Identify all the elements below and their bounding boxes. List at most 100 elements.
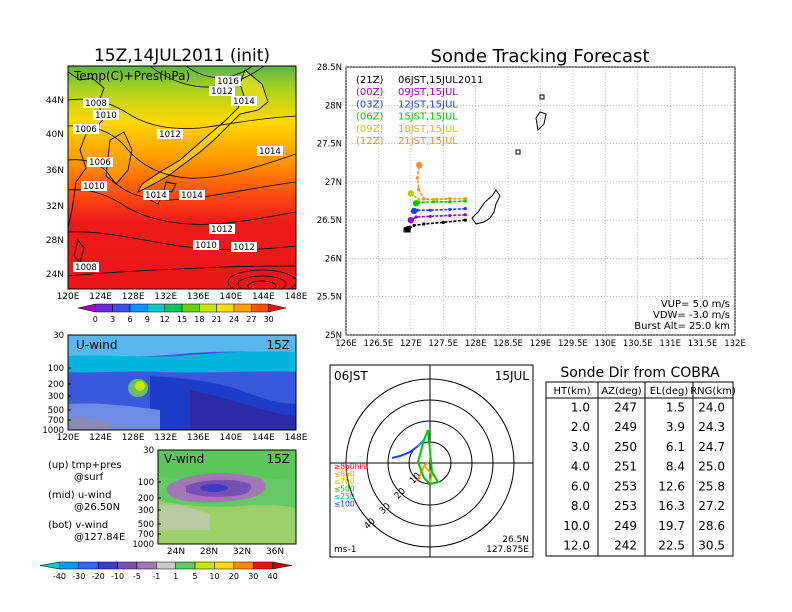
colorbar-tick-label: 0 — [93, 315, 98, 324]
panel-notes: (up) tmp+pres@surf (mid) u-wind@26.50N (bo… — [48, 460, 125, 543]
colorbar-swatch — [95, 303, 113, 313]
tracking-paths — [404, 161, 467, 233]
tracking-lon-tick: 127.5E — [428, 339, 458, 349]
isobar-label: 1012 — [209, 224, 235, 235]
vwind-y-tick: 30 — [143, 446, 154, 456]
table-cell: 250 — [614, 440, 637, 454]
colorbar-tick-label: 27 — [246, 315, 256, 324]
isobar-label: 1006 — [73, 124, 99, 135]
uwind-y-tick: 30 — [53, 331, 64, 341]
polar-level-labels: ≥850hPa≤850≤700≤500≤250≤100 — [334, 462, 368, 509]
legend-code: (09Z) — [356, 124, 383, 135]
map-lat-tick: 24N — [46, 270, 64, 280]
track-point — [463, 207, 467, 211]
tracking-grid — [345, 66, 736, 336]
isobar-label: 1014 — [143, 190, 169, 201]
isobar-label-bg — [179, 190, 205, 200]
table-header: EL(deg) — [650, 386, 689, 397]
uwind-y-tick: 700 — [48, 416, 64, 426]
table-cell: 22.5 — [658, 539, 685, 553]
vwind-x-tick: 28N — [200, 547, 218, 557]
tracking-lon-tick: 132E — [724, 339, 746, 349]
legend-code: (21Z) — [356, 75, 383, 86]
tracking-lat-tick: 26N — [325, 254, 342, 264]
wind-colorbar-swatch — [97, 561, 118, 570]
tracking-legend: (21Z) 06JST,15JUL2011 (00Z) 09JST,15JUL (03Z… — [356, 75, 483, 147]
colorbar-tick-label: 24 — [229, 315, 239, 324]
map-lat-tick: 32N — [46, 202, 64, 212]
isobar-label-bg — [215, 76, 241, 86]
table-cell: 3.0 — [571, 440, 590, 454]
table-row: 8.0 253 16.3 27.2 — [571, 499, 725, 513]
table-cell: 251 — [614, 460, 637, 474]
wind-colorbar-swatch — [214, 561, 235, 570]
map-lon-tick: 144E — [252, 292, 275, 302]
tracking-lon-tick: 128E — [465, 339, 487, 349]
note-line: (mid) u-wind — [48, 490, 111, 501]
isobar-label-bg — [83, 98, 109, 108]
track-point — [428, 208, 432, 212]
table-cell: 6.0 — [571, 479, 590, 493]
isobar-label-bg — [231, 242, 257, 252]
uwind-x-tick: 132E — [154, 433, 177, 443]
track-point — [428, 214, 432, 218]
colorbar-swatch — [233, 303, 252, 313]
land-korea — [106, 132, 132, 184]
table-cell: 249 — [614, 519, 637, 533]
isobar-label-text: 1010 — [95, 111, 117, 121]
land-japan — [138, 70, 268, 192]
vwind-x-tick: 36N — [266, 547, 284, 557]
isobar-label-bg — [81, 181, 107, 191]
uwind-x-ticks: 120E 124E 128E 132E 136E 140E 144E 148E — [57, 433, 308, 443]
polar-level-label: ≤100 — [334, 500, 355, 509]
polar-pos-lon: 127.875E — [486, 545, 529, 555]
wind-colorbar-tick: 1 — [173, 572, 178, 581]
isobar-label-text: 1016 — [217, 77, 239, 87]
map-lon-ticks: 120E 124E 128E 132E 136E 140E 144E 148E — [57, 292, 308, 302]
track-point — [414, 215, 418, 219]
track-point — [410, 207, 418, 215]
table-cell: 242 — [614, 539, 637, 553]
wind-colorbar-tick: -10 — [111, 572, 124, 581]
table-title: Sonde Dir from COBRA — [560, 365, 720, 381]
tracking-lon-tick: 128.5E — [493, 339, 523, 349]
table-row: 6.0 253 12.6 25.8 — [571, 479, 725, 493]
isobar-label-text: 1012 — [211, 225, 233, 235]
table-cell: 24.3 — [698, 420, 725, 434]
isobar-label: 1014 — [257, 146, 283, 157]
wind-colorbar-tick: -40 — [53, 572, 66, 581]
wind-colorbar-tick: -20 — [92, 572, 105, 581]
vwind-label: V-wind — [164, 452, 204, 466]
wind-colorbar-swatch — [194, 561, 215, 570]
track-point — [463, 199, 467, 203]
tracking-lon-tick: 130E — [595, 339, 617, 349]
track-point — [417, 197, 421, 202]
isobar-label-bg — [143, 190, 169, 200]
map-panel-label: Temp(C)+Pres(hPa) — [73, 69, 190, 83]
wind-colorbar-swatch — [117, 561, 138, 570]
uwind-time: 15Z — [267, 338, 291, 352]
table-row: 4.0 251 8.4 25.0 — [571, 460, 725, 474]
vwind-x-tick: 24N — [167, 547, 185, 557]
tracking-param: VUP= 5.0 m/s — [661, 299, 730, 310]
table-header: RNG(km) — [690, 386, 736, 397]
track-point — [448, 213, 452, 218]
sonde-table: HT(km) AZ(deg) EL(deg) RNG(km) 1.0 247 1.5 24.0… — [545, 381, 736, 557]
note-line: (up) tmp+pres — [48, 460, 122, 471]
polar-level-label: ≤500 — [334, 485, 355, 494]
table-row: 3.0 250 6.1 24.7 — [571, 440, 725, 454]
map-lat-ticks: 24N 28N 32N 36N 40N 44N — [46, 96, 64, 280]
table-cell: 1.5 — [666, 400, 685, 414]
wind-colorbar-tick: -5 — [133, 572, 141, 581]
table-cell: 12.6 — [658, 479, 685, 493]
track-line — [410, 214, 466, 221]
vwind-y-tick: 200 — [138, 494, 154, 504]
tracking-lat-tick: 28N — [325, 101, 342, 111]
isobar-label-text: 1008 — [85, 99, 107, 109]
track-point — [435, 197, 439, 202]
vwind-y-tick: 700 — [138, 530, 154, 540]
polar-level-label: ≤700 — [334, 477, 355, 486]
